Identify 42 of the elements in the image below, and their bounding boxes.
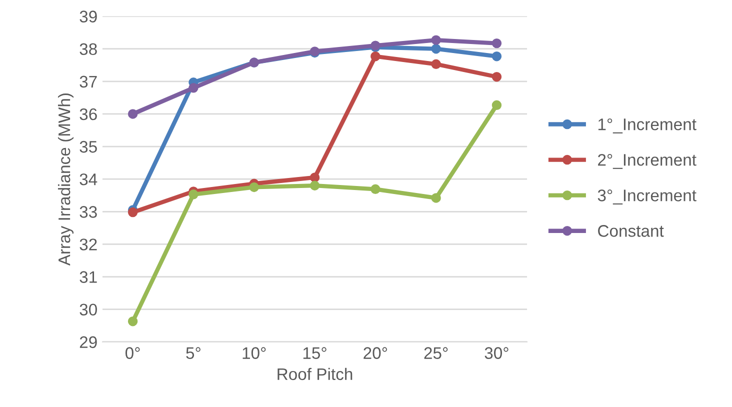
legend-label: 2°_Increment	[598, 154, 696, 169]
point	[431, 35, 441, 45]
point	[128, 316, 138, 326]
x-tick-label: 10°	[242, 347, 266, 359]
x-tick-label: 0°	[125, 347, 140, 359]
y-tick-label: 37	[80, 76, 97, 88]
x-tick-label: 20°	[364, 347, 388, 359]
legend-label: 3°_Increment	[598, 190, 696, 204]
legend-label: 1°_Increment	[598, 118, 696, 134]
y-tick-label: 33	[80, 206, 97, 218]
x-tick-label: 30°	[484, 347, 508, 359]
x-axis-title: Roof Pitch	[278, 368, 352, 380]
point	[431, 193, 441, 203]
point	[188, 190, 198, 200]
y-tick-label: 30	[80, 304, 97, 316]
legend-label: Constant	[598, 225, 664, 237]
y-axis-title: Array Irradiance (MWh)	[58, 94, 74, 266]
point	[492, 72, 502, 82]
point	[128, 109, 138, 119]
point	[492, 38, 502, 48]
y-tick-label: 36	[80, 108, 97, 120]
point	[188, 83, 198, 93]
x-tick-label: 5°	[186, 347, 200, 359]
point	[128, 207, 138, 218]
point	[370, 184, 380, 194]
y-tick-label: 35	[80, 140, 97, 153]
point	[492, 100, 502, 110]
y-tick-label: 32	[80, 238, 97, 250]
x-tick-label: 15°	[303, 347, 326, 359]
point	[310, 172, 320, 182]
y-tick-label: 31	[80, 271, 97, 283]
point	[370, 51, 380, 62]
y-tick-label: 38	[80, 43, 97, 56]
y-tick-label: 39	[80, 10, 97, 22]
point	[492, 51, 502, 62]
point	[431, 59, 441, 70]
point	[310, 180, 320, 190]
y-tick-label: 34	[80, 173, 98, 186]
point	[431, 44, 441, 54]
y-tick-label: 29	[80, 336, 97, 348]
point	[249, 182, 259, 192]
x-tick-label: 25°	[424, 347, 448, 359]
